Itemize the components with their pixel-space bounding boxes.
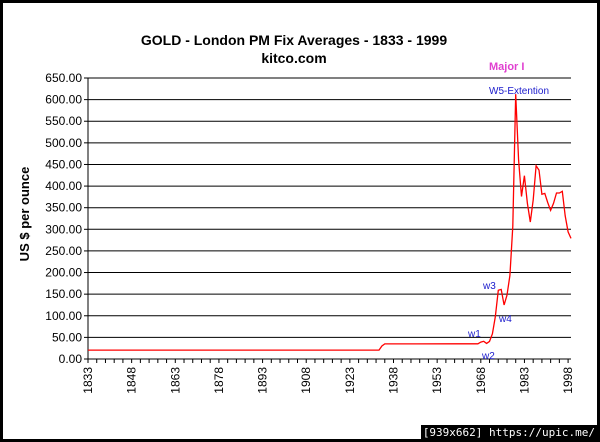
y-tick-label: 450.00 <box>45 157 82 171</box>
y-tick-label: 600.00 <box>45 93 82 107</box>
y-tick-label: 350.00 <box>45 201 82 215</box>
annotation-w5-extention: W5-Extention <box>489 86 549 97</box>
annotation-major-i: Major I <box>489 61 524 73</box>
x-tick-label: 1833 <box>81 367 95 394</box>
x-tick-label: 1953 <box>430 367 444 394</box>
x-tick-label: 1893 <box>256 367 270 394</box>
gold-price-chart: GOLD - London PM Fix Averages - 1833 - 1… <box>17 32 575 394</box>
y-tick-label: 50.00 <box>52 330 82 344</box>
x-tick-label: 1863 <box>168 367 182 394</box>
x-tick-label: 1938 <box>387 367 401 394</box>
annotation-w4: w4 <box>498 314 512 325</box>
gold-price-line <box>88 94 572 351</box>
x-tick-labels: 1833 1848 1863 1878 1893 1908 1923 1938 1953 1968… <box>81 367 575 394</box>
y-tick-label: 500.00 <box>45 136 82 150</box>
y-tick-label: 200.00 <box>45 266 82 280</box>
x-tick-label: 1878 <box>212 367 226 394</box>
annotation-w2: w2 <box>481 351 495 362</box>
series-group <box>88 94 572 351</box>
annotation-w1: w1 <box>467 329 481 340</box>
x-tick-label: 1968 <box>474 367 488 394</box>
annotation-w3: w3 <box>482 281 496 292</box>
x-tick-label: 1908 <box>299 367 313 394</box>
grid-lines <box>84 77 571 363</box>
x-tick-label: 1998 <box>561 367 575 394</box>
x-tick-label: 1983 <box>517 367 531 394</box>
y-axis-label: US $ per ounce <box>17 167 32 262</box>
y-tick-labels: 0.00 50.00 100.00 150.00 200.00 250.00 300.00 3… <box>45 71 82 366</box>
y-tick-label: 100.00 <box>45 309 82 323</box>
y-tick-label: 400.00 <box>45 179 82 193</box>
y-tick-label: 650.00 <box>45 71 82 85</box>
y-tick-label: 300.00 <box>45 222 82 236</box>
watermark: [939x662] https://upic.me/ <box>420 425 597 441</box>
y-tick-label: 0.00 <box>59 352 83 366</box>
x-tick-label: 1923 <box>343 367 357 394</box>
y-tick-label: 250.00 <box>45 244 82 258</box>
x-tick-label: 1848 <box>125 367 139 394</box>
y-tick-label: 150.00 <box>45 287 82 301</box>
chart-subtitle: kitco.com <box>261 50 326 66</box>
chart-frame: GOLD - London PM Fix Averages - 1833 - 1… <box>3 3 597 439</box>
chart-title: GOLD - London PM Fix Averages - 1833 - 1… <box>141 32 447 48</box>
y-tick-label: 550.00 <box>45 114 82 128</box>
